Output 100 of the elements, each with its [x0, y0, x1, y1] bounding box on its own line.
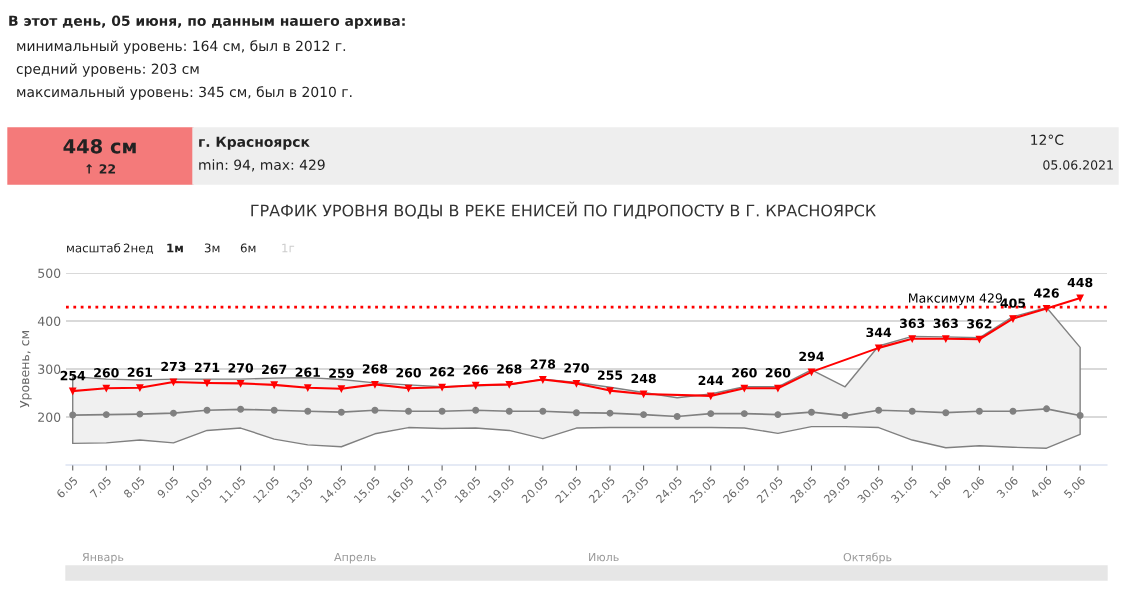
- text: ↑ 22: [86, 164, 116, 174]
- data-label: 273: [161, 361, 186, 372]
- point: [606, 387, 614, 395]
- point: [472, 381, 480, 389]
- text: 12°C: [1031, 134, 1064, 146]
- data-label: 271: [194, 362, 220, 372]
- data-label: 248: [631, 373, 656, 384]
- data-label: 448: [1067, 277, 1093, 288]
- data-label: 244: [698, 375, 724, 385]
- data-label: 255: [597, 370, 623, 380]
- point: [270, 381, 278, 389]
- y-axis-title: Уровень, см: [20, 331, 32, 408]
- point: [438, 407, 446, 415]
- text: 05.06.2021: [1043, 160, 1113, 170]
- point: [371, 406, 379, 414]
- point: [539, 376, 547, 384]
- text: Июль: [589, 552, 619, 562]
- point: [640, 390, 648, 398]
- chart-title: ГРАФИК УРОВНЯ ВОДЫ В РЕКЕ ЕНИСЕЙ ПО ГИДРОПОСТУ В Г. КРАСНОЯРСК: [251, 201, 876, 219]
- point: [1076, 294, 1084, 302]
- point: [304, 384, 312, 392]
- point: [405, 384, 412, 392]
- data-label: 268: [362, 364, 388, 374]
- point: [1009, 407, 1017, 415]
- data-label: 344: [866, 327, 892, 338]
- text: min: 94, max: 429: [199, 159, 325, 172]
- data-label: 259: [329, 368, 354, 378]
- y-tick-label: 500: [38, 268, 61, 278]
- point: [1076, 412, 1084, 420]
- data-label: 261: [295, 367, 320, 377]
- data-label: 267: [262, 364, 287, 375]
- data-label: 261: [127, 367, 153, 377]
- point: [740, 384, 748, 392]
- point: [707, 410, 715, 418]
- data-label: 278: [530, 359, 556, 369]
- text: 3м: [204, 243, 220, 253]
- data-label: 268: [497, 364, 522, 374]
- data-label: 262: [430, 367, 455, 377]
- point: [505, 380, 513, 388]
- y-tick-label: 300: [38, 364, 61, 374]
- text: Октябрь: [843, 552, 892, 564]
- point: [808, 408, 815, 416]
- point: [975, 407, 983, 415]
- point: [304, 407, 312, 415]
- text: Апрель: [334, 552, 376, 564]
- data-label: 363: [933, 318, 958, 328]
- point: [841, 412, 849, 420]
- point: [908, 335, 916, 343]
- data-label: 363: [900, 318, 925, 328]
- data-label: 294: [799, 351, 824, 362]
- point: [203, 406, 211, 414]
- point: [505, 407, 513, 415]
- point: [606, 409, 614, 417]
- data-label: 260: [765, 367, 791, 378]
- point: [69, 387, 77, 395]
- point: [169, 378, 177, 386]
- point: [136, 410, 144, 418]
- point: [975, 335, 983, 343]
- data-label: 270: [564, 363, 589, 373]
- text: масштаб: [67, 243, 121, 253]
- data-label: 254: [60, 370, 86, 381]
- point: [808, 368, 815, 376]
- text: 2нед: [123, 243, 154, 254]
- point: [640, 411, 648, 419]
- point: [102, 384, 110, 392]
- point: [69, 411, 77, 419]
- point: [539, 407, 547, 415]
- text: 448 см: [63, 138, 136, 154]
- y-tick-label: 200: [38, 412, 61, 422]
- data-label: 426: [1034, 288, 1059, 298]
- point: [102, 411, 110, 419]
- point: [472, 406, 480, 414]
- text: средний уровень: 203 см: [16, 63, 199, 77]
- data-label: 260: [732, 367, 757, 378]
- point: [673, 413, 681, 420]
- point: [337, 385, 345, 393]
- data-label: 270: [228, 363, 254, 373]
- y-tick-label: 400: [37, 316, 61, 326]
- point: [774, 411, 782, 419]
- point: [169, 409, 177, 417]
- point: [237, 379, 245, 387]
- point: [270, 406, 278, 414]
- point: [707, 392, 715, 400]
- point: [337, 408, 345, 416]
- text: В этот день, 05 июня, по данным нашего архива:: [9, 15, 405, 29]
- point: [572, 379, 580, 387]
- data-label: 362: [967, 319, 992, 329]
- point: [908, 407, 916, 415]
- point: [371, 380, 379, 388]
- data-label: 266: [463, 365, 489, 375]
- text: 6м: [240, 243, 256, 253]
- point: [136, 384, 144, 392]
- point: [942, 335, 950, 343]
- point: [875, 406, 883, 414]
- text: минимальный уровень: 164 см, был в 2012 г.: [17, 40, 346, 54]
- point: [875, 344, 883, 352]
- text: 1м: [167, 243, 183, 253]
- text: Январь: [82, 552, 124, 564]
- point: [740, 410, 748, 418]
- point: [774, 384, 782, 392]
